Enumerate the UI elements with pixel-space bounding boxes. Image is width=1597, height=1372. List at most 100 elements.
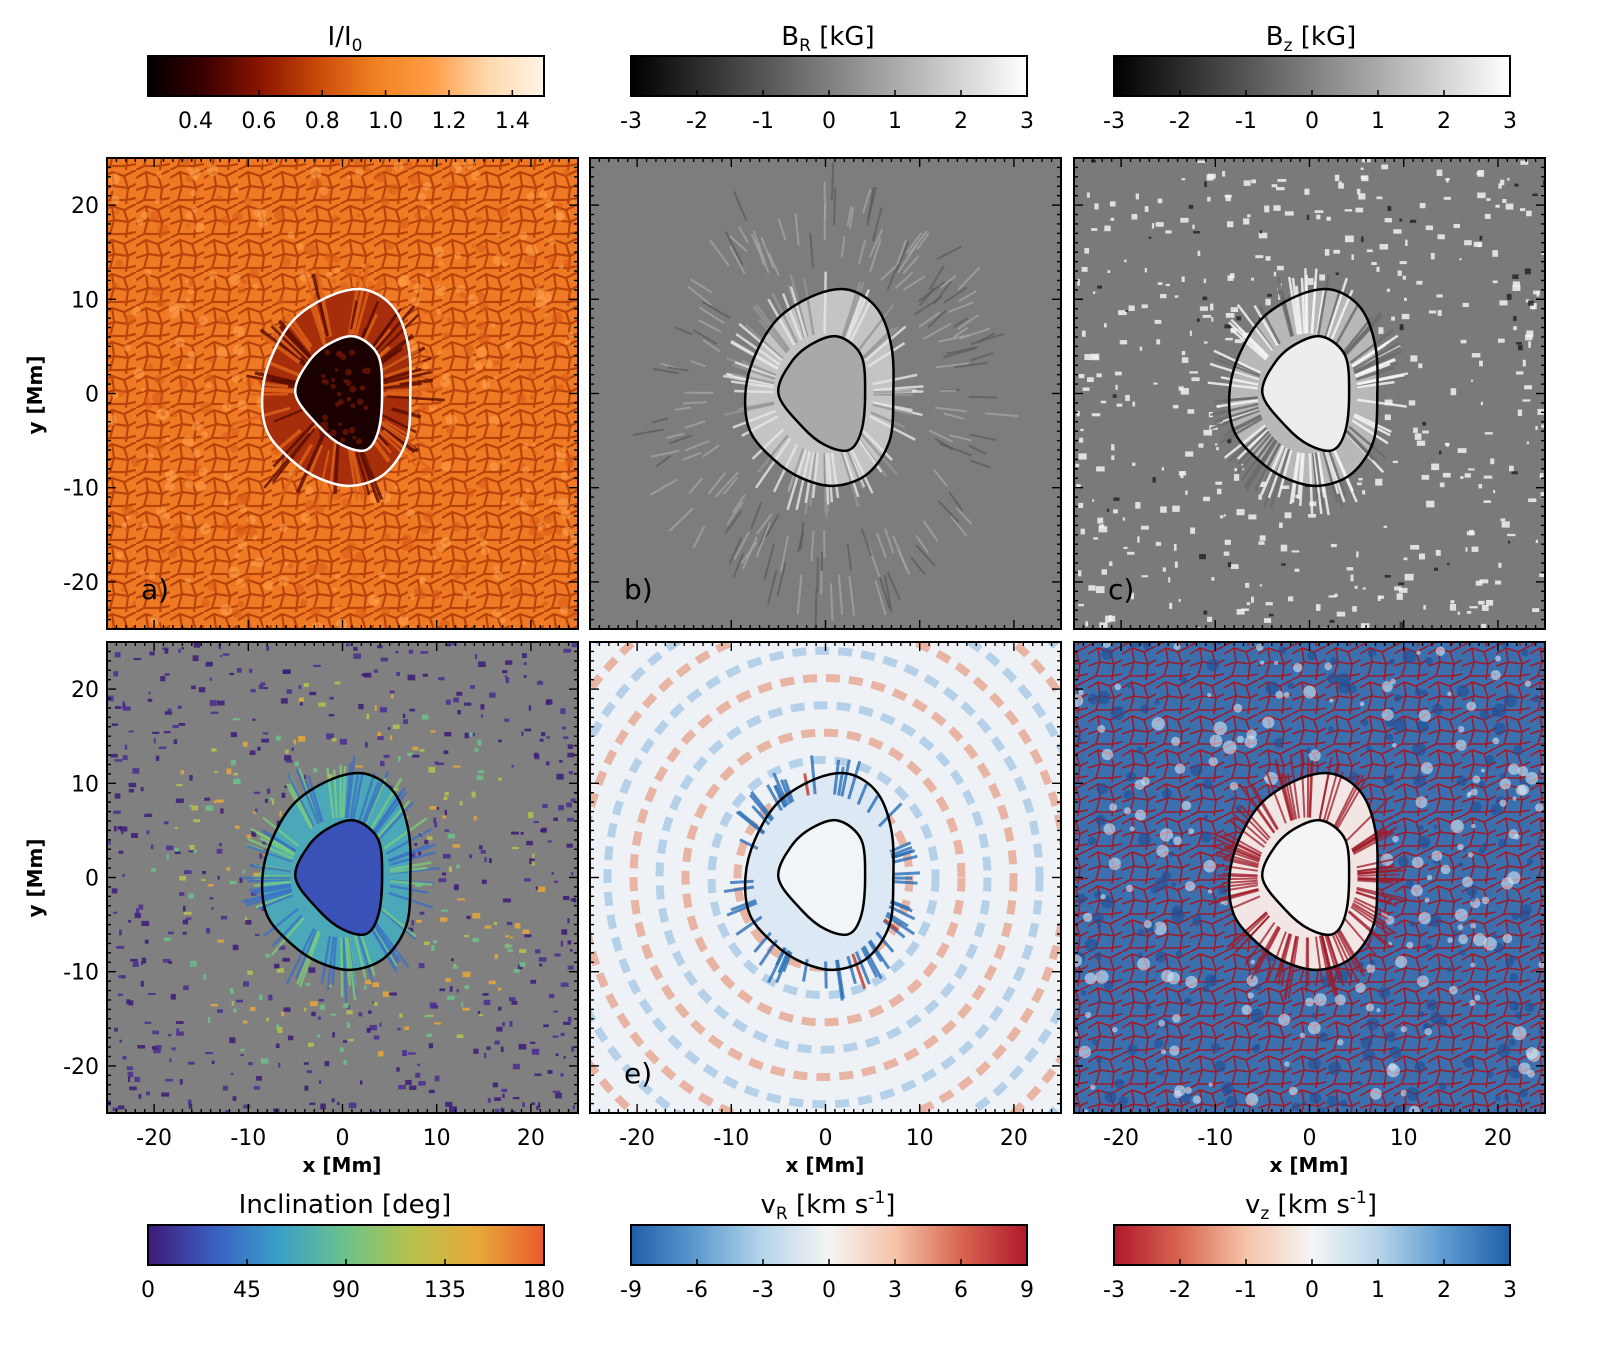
xtick-label: 0 <box>819 1126 833 1151</box>
colorbar-bz-gradient <box>1113 55 1511 97</box>
ytick-label: -20 <box>63 1055 99 1080</box>
panel-label: a) <box>141 573 169 606</box>
colorbar-intensity-gradient <box>147 55 545 97</box>
colorbar-tick-label: 6 <box>954 1278 968 1303</box>
colorbar-tick-label: 3 <box>1020 109 1034 134</box>
xtick-label: 0 <box>336 1126 350 1151</box>
colorbar-tick-label: 180 <box>523 1278 565 1303</box>
contour-outer <box>743 771 895 972</box>
colorbar-tick-label: -1 <box>752 109 774 134</box>
xtick-label: 20 <box>517 1126 545 1151</box>
xtick-label: -10 <box>713 1126 749 1151</box>
colorbar-br-title: BR [kG] <box>781 22 874 56</box>
colorbar-tick-label: -2 <box>1169 1278 1191 1303</box>
contour-inner <box>1261 818 1351 937</box>
panel-label: c) <box>1108 573 1134 606</box>
contour-outer <box>743 287 895 488</box>
xtick-label: 0 <box>1303 1126 1317 1151</box>
colorbar-vz-ticks: -3 -2 -1 0 1 2 3 <box>1103 1259 1517 1303</box>
xlabel-d: x [Mm] <box>303 1153 382 1177</box>
colorbar-br-ticks: -3 -2 -1 0 1 2 3 <box>620 90 1034 134</box>
xlabel-f: x [Mm] <box>1270 1153 1349 1177</box>
xtick-label: 10 <box>906 1126 934 1151</box>
ylabel-top: y [Mm] <box>23 355 47 434</box>
ytick-label: -10 <box>63 477 99 502</box>
colorbar-tick-label: 1.4 <box>495 109 530 134</box>
colorbar-tick-label: 1.0 <box>368 109 403 134</box>
contour-outer <box>1227 771 1379 972</box>
colorbar-vz-title: vz [km s-1] <box>1245 1188 1377 1224</box>
colorbar-tick-label: -9 <box>620 1278 642 1303</box>
colorbar-inclination-gradient <box>147 1224 545 1266</box>
panel-f-vz: -20 -10 0 10 20 <box>1073 641 1546 1151</box>
colorbar-tick-label: 9 <box>1020 1278 1034 1303</box>
colorbar-tick-label: 45 <box>233 1278 261 1303</box>
colorbar-tick-label: -1 <box>1235 109 1257 134</box>
colorbar-tick-label: 90 <box>332 1278 360 1303</box>
ytick-label: 0 <box>85 867 99 892</box>
panel-image <box>590 642 1061 1113</box>
contour-outer <box>260 287 412 488</box>
colorbar-inclination-title: Inclination [deg] <box>239 1190 452 1220</box>
colorbar-intensity-ticks: 0.4 0.6 0.8 1.0 1.2 1.4 <box>178 90 530 134</box>
colorbar-tick-label: 2 <box>954 109 968 134</box>
ytick-label: 10 <box>71 772 99 797</box>
colorbar-vr: vR [km s-1] -9 -6 -3 0 3 6 9 <box>620 1188 1034 1303</box>
colorbar-tick-label: 1 <box>1371 1278 1385 1303</box>
colorbar-tick-label: 0.4 <box>178 109 213 134</box>
colorbar-tick-label: -3 <box>1103 1278 1125 1303</box>
ytick-label: 20 <box>71 678 99 703</box>
contour-inner <box>777 334 867 453</box>
panel-axis-ticks <box>106 157 579 630</box>
ytick-label: 0 <box>85 383 99 408</box>
colorbar-tick-label: 0 <box>822 109 836 134</box>
colorbar-vr-title: vR [km s-1] <box>761 1188 896 1224</box>
xlabel-e: x [Mm] <box>786 1153 865 1177</box>
colorbar-tick-label: -2 <box>686 109 708 134</box>
colorbar-intensity-title: I/I0 <box>328 22 363 56</box>
contour-inner <box>1261 334 1351 453</box>
colorbar-tick-label: 3 <box>1503 109 1517 134</box>
panel-axis-ticks <box>106 641 579 1114</box>
colorbar-br: BR [kG] -3 -2 -1 0 1 2 3 <box>620 22 1034 134</box>
colorbar-tick-label: 1 <box>888 109 902 134</box>
colorbar-vr-ticks: -9 -6 -3 0 3 6 9 <box>620 1259 1034 1303</box>
contour-inner <box>294 334 384 453</box>
panel-image <box>1074 158 1545 629</box>
colorbar-bz-title: Bz [kG] <box>1266 22 1357 56</box>
colorbar-tick-label: -3 <box>620 109 642 134</box>
ytick-label: 10 <box>71 288 99 313</box>
colorbar-tick-label: -3 <box>752 1278 774 1303</box>
colorbar-vz: vz [km s-1] -3 -2 -1 0 1 2 3 <box>1103 1188 1517 1303</box>
colorbar-tick-label: -1 <box>1235 1278 1257 1303</box>
ylabel-bottom: y [Mm] <box>23 838 47 917</box>
panel-d-inclination: 20 10 0 -10 -20 -20 -10 0 10 20 <box>63 641 579 1151</box>
panel-image <box>107 642 578 1113</box>
panel-axis-ticks <box>589 157 1062 630</box>
colorbar-tick-label: 2 <box>1437 1278 1451 1303</box>
xtick-label: -10 <box>230 1126 266 1151</box>
panel-label: b) <box>624 573 653 606</box>
colorbar-tick-label: 3 <box>1503 1278 1517 1303</box>
contour-outer <box>1227 287 1379 488</box>
contour-inner <box>294 818 384 937</box>
colorbar-tick-label: -3 <box>1103 109 1125 134</box>
colorbar-tick-label: -2 <box>1169 109 1191 134</box>
colorbar-tick-label: 1.2 <box>431 109 466 134</box>
panel-axis-ticks <box>1073 641 1546 1114</box>
contour-inner <box>777 818 867 937</box>
ytick-label: -20 <box>63 571 99 596</box>
colorbar-tick-label: 0 <box>1305 1278 1319 1303</box>
ytick-label: 20 <box>71 194 99 219</box>
panel-image <box>107 158 578 629</box>
panel-e-vr: -20 -10 0 10 20 e) <box>589 641 1062 1151</box>
xtick-label: 20 <box>1484 1126 1512 1151</box>
colorbar-tick-label: 3 <box>888 1278 902 1303</box>
colorbar-tick-label: 1 <box>1371 109 1385 134</box>
colorbar-bz: Bz [kG] -3 -2 -1 0 1 2 3 <box>1103 22 1517 134</box>
colorbar-br-gradient <box>630 55 1028 97</box>
xtick-label: -20 <box>1103 1126 1139 1151</box>
ytick-label: -10 <box>63 961 99 986</box>
colorbar-tick-label: 0.6 <box>241 109 276 134</box>
